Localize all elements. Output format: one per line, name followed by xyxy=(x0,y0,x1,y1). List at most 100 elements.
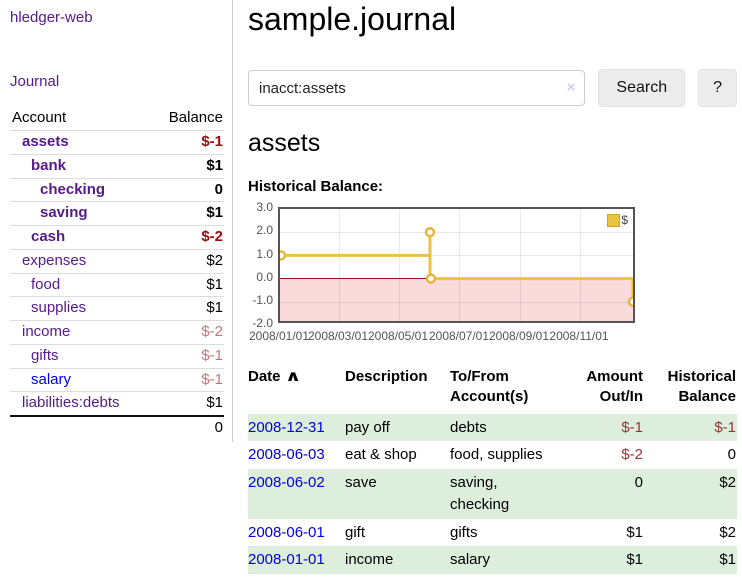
balance-column-header: Historical Balance xyxy=(667,368,736,406)
account-link-food[interactable]: food xyxy=(31,275,61,293)
register-row: 2008-06-02 save saving, checking 0 $2 xyxy=(248,469,737,519)
transaction-date-link[interactable]: 2008-12-31 xyxy=(248,418,325,436)
sidebar-item-journal[interactable]: Journal xyxy=(10,73,60,90)
clear-search-icon[interactable]: × xyxy=(566,79,576,96)
transaction-description: gift xyxy=(345,523,366,541)
account-row: income $-2 xyxy=(10,320,224,345)
account-link-cash[interactable]: cash xyxy=(31,228,66,245)
transaction-date-link[interactable]: 2008-06-02 xyxy=(248,474,325,491)
account-link-salary[interactable]: salary xyxy=(31,370,72,388)
account-link-income[interactable]: income xyxy=(22,323,71,340)
sidebar: hledger-web Journal Account Balance asse… xyxy=(0,0,233,442)
y-tick-label: 0.0 xyxy=(256,270,273,284)
transaction-amount: $1 xyxy=(626,523,643,541)
y-tick-label: 1.0 xyxy=(256,247,273,261)
date-column-header[interactable]: Date ∧ xyxy=(248,365,345,414)
transaction-date-link[interactable]: 2008-01-01 xyxy=(248,551,325,569)
account-balance: $1 xyxy=(150,296,224,321)
account-row: cash $-2 xyxy=(10,225,224,250)
transaction-description: income xyxy=(345,546,450,574)
y-tick-label: -1.0 xyxy=(252,293,273,307)
y-tick-label: 2.0 xyxy=(256,223,273,237)
sort-ascending-icon: ∧ xyxy=(284,368,301,385)
account-link-checking[interactable]: checking xyxy=(40,180,106,198)
account-row: saving $1 xyxy=(10,201,224,226)
legend-swatch-icon xyxy=(607,213,621,227)
negative-region xyxy=(280,279,633,321)
account-row: salary $-1 xyxy=(10,368,224,393)
transaction-accounts: food, supplies xyxy=(450,446,543,464)
account-link-expenses[interactable]: expenses xyxy=(22,251,87,269)
description-column-header: Description xyxy=(345,368,428,385)
account-link-supplies[interactable]: supplies xyxy=(31,299,87,317)
account-balance: $-1 xyxy=(150,344,224,369)
transaction-date-link[interactable]: 2008-06-01 xyxy=(248,523,325,541)
account-row: bank $1 xyxy=(10,154,224,179)
account-link-liabilities-debts[interactable]: liabilities:debts xyxy=(22,394,120,412)
balance-step-line xyxy=(280,226,633,308)
account-balance: $1 xyxy=(150,273,224,298)
account-balance: $-2 xyxy=(150,225,224,250)
transaction-balance: $-1 xyxy=(643,413,737,442)
x-tick-label: 2008/05/01 xyxy=(367,329,429,343)
account-balance: $-1 xyxy=(150,130,224,155)
search-button[interactable]: Search xyxy=(598,69,686,107)
search-form: × Search ? xyxy=(248,69,737,107)
chart-plot-area[interactable]: $ xyxy=(278,207,635,323)
balance-header: Balance xyxy=(150,107,224,131)
transaction-description: pay off xyxy=(345,413,450,442)
app-brand-link[interactable]: hledger-web xyxy=(10,9,93,26)
account-row: checking 0 xyxy=(10,178,224,203)
transaction-amount: 0 xyxy=(568,469,643,519)
transaction-amount: $-2 xyxy=(621,446,643,464)
accounts-total-value: 0 xyxy=(150,415,224,440)
register-row: 2008-12-31 pay off debts $-1 $-1 xyxy=(248,413,737,442)
x-tick-label: 2008/07/01 xyxy=(428,329,490,343)
transaction-balance: $2 xyxy=(719,523,736,541)
register-row: 2008-06-03 eat & shop food, supplies $-2… xyxy=(248,441,737,469)
account-row: liabilities:debts $1 xyxy=(10,391,224,417)
transaction-description: eat & shop xyxy=(345,446,417,464)
chart-legend: $ xyxy=(605,212,630,228)
account-link-gifts[interactable]: gifts xyxy=(31,346,59,364)
transaction-accounts: salary xyxy=(450,546,568,574)
accounts-balance-table: Account Balance assets $-1 bank $1 check… xyxy=(10,107,224,440)
transaction-amount: $-1 xyxy=(568,413,643,442)
transaction-accounts: saving, checking xyxy=(450,469,568,519)
historical-balance-chart: 3.0 2.0 1.0 0.0 -1.0 -2.0 xyxy=(248,200,737,345)
account-balance: $-1 xyxy=(150,368,224,393)
accounts-total-row: 0 xyxy=(10,415,224,440)
accounts-header: Account xyxy=(10,107,151,131)
account-row: assets $-1 xyxy=(10,130,224,155)
register-row: 2008-01-01 income salary $1 $1 xyxy=(248,546,737,574)
account-balance: $1 xyxy=(150,154,224,179)
transaction-balance: $1 xyxy=(643,546,737,574)
accounts-column-header: To/From Account(s) xyxy=(450,368,529,406)
account-link-saving[interactable]: saving xyxy=(40,204,88,222)
account-link-assets[interactable]: assets xyxy=(22,133,69,150)
x-tick-label: 2008/01/01 xyxy=(248,329,310,343)
y-tick-label: 3.0 xyxy=(256,200,273,214)
account-balance: 0 xyxy=(150,178,224,203)
account-row: gifts $-1 xyxy=(10,344,224,369)
transaction-date-link[interactable]: 2008-06-03 xyxy=(248,446,325,464)
legend-label: $ xyxy=(621,213,628,227)
amount-column-header: Amount Out/In xyxy=(586,368,643,406)
search-input[interactable] xyxy=(248,70,586,106)
page-title: sample.journal xyxy=(248,1,457,37)
main-content: sample.journal × Search ? assets Histori… xyxy=(248,0,737,574)
transaction-balance: $2 xyxy=(643,469,737,519)
help-button[interactable]: ? xyxy=(698,69,737,107)
y-tick-label: -2.0 xyxy=(252,316,273,330)
account-balance: $1 xyxy=(150,201,224,226)
account-balance: $2 xyxy=(150,249,224,274)
register-header-row: Date ∧ Description To/From Account(s) Amo… xyxy=(248,365,737,414)
account-balance: $1 xyxy=(150,391,224,417)
account-link-bank[interactable]: bank xyxy=(31,156,67,174)
register-row: 2008-06-01 gift gifts $1 $2 xyxy=(248,519,737,547)
account-balance: $-2 xyxy=(150,320,224,345)
account-heading: assets xyxy=(248,129,321,157)
x-tick-label: 2008/03/01 xyxy=(307,329,369,343)
historical-balance-label: Historical Balance: xyxy=(248,178,384,195)
register-table: Date ∧ Description To/From Account(s) Amo… xyxy=(248,365,737,574)
